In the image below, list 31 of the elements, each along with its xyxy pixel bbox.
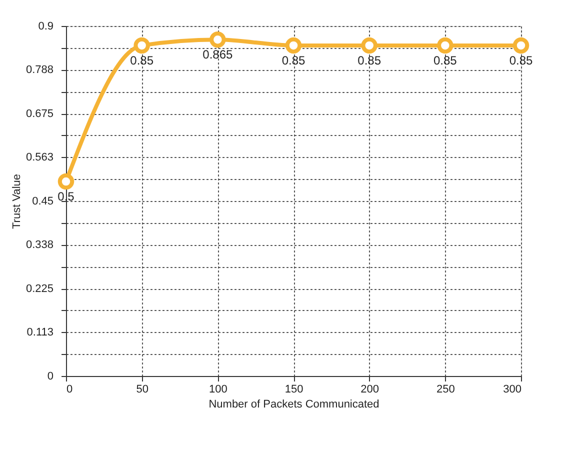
y-tick-label: 0.45 bbox=[32, 196, 54, 208]
y-tick-label: 0.338 bbox=[26, 239, 54, 252]
x-axis-title: Number of Packets Communicated bbox=[208, 398, 380, 410]
y-tick-label: 0.9 bbox=[38, 20, 54, 32]
data-label: 0.85 bbox=[433, 53, 458, 68]
x-tick-label: 50 bbox=[136, 384, 148, 396]
data-label: 0.85 bbox=[282, 53, 306, 68]
point bbox=[285, 37, 302, 54]
x-tick-label: 250 bbox=[436, 384, 455, 396]
x-tick-label: 0 bbox=[66, 384, 73, 396]
x-tick-label: 200 bbox=[360, 384, 380, 396]
point bbox=[210, 32, 226, 48]
x-tick-label: 150 bbox=[284, 384, 304, 396]
point bbox=[361, 37, 378, 54]
x-tick-label: 100 bbox=[208, 384, 228, 396]
y-tick-label: 0.675 bbox=[26, 108, 54, 120]
x-tick-label: 300 bbox=[503, 384, 522, 396]
data-label: 0.85 bbox=[130, 53, 154, 68]
y-tick-label: 0.225 bbox=[26, 283, 54, 295]
point bbox=[134, 37, 150, 54]
point bbox=[58, 173, 74, 190]
y-tick-label: 0.563 bbox=[26, 152, 54, 164]
data-label: 0.865 bbox=[202, 48, 234, 62]
y-tick-label: 0 bbox=[47, 370, 54, 382]
point bbox=[437, 37, 454, 54]
y-tick-label: 0.113 bbox=[26, 326, 54, 339]
data-label: 0.85 bbox=[509, 53, 533, 68]
point bbox=[512, 37, 530, 54]
data-label: 0.85 bbox=[358, 53, 382, 68]
y-tick-label: 0.788 bbox=[26, 64, 54, 76]
y-axis-title: Trust Value bbox=[10, 174, 23, 230]
